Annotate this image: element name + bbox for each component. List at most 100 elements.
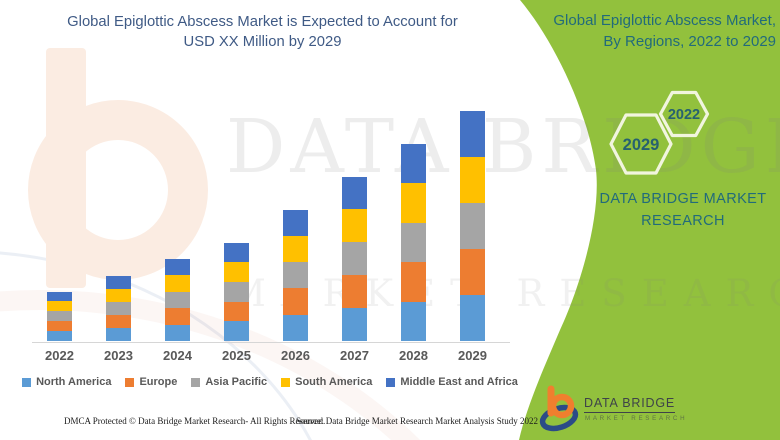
bar-segment [47, 321, 72, 332]
bar-segment [283, 235, 308, 263]
right-panel-title: Global Epiglottic Abscess Market, By Reg… [536, 11, 776, 52]
xaxis-label: 2027 [340, 348, 369, 363]
bar-slot [89, 111, 148, 341]
stacked-bar-2027 [342, 176, 367, 341]
bar-segment [460, 157, 485, 203]
bar-segment [460, 111, 485, 157]
xaxis-label: 2024 [163, 348, 192, 363]
logo-subtitle: MARKET RESEARCH [585, 415, 688, 422]
legend-swatch-icon [281, 377, 291, 387]
bar-segment [165, 308, 190, 325]
bar-segment [165, 324, 190, 341]
footer-source-text: Source: Data Bridge Market Research Mark… [296, 416, 538, 426]
legend-item: South America [281, 376, 372, 388]
watermark-text-line2: MARKET RESEARCH [228, 272, 780, 315]
bar-segment [342, 275, 367, 309]
legend-label: North America [36, 376, 112, 388]
bar-segment [342, 176, 367, 210]
bar-segment [401, 222, 426, 263]
bar-segment [401, 301, 426, 341]
bar-segment [342, 308, 367, 341]
bar-segment [460, 249, 485, 295]
hexagon-2022-icon [658, 90, 710, 138]
stacked-bar-2024 [165, 259, 190, 341]
chart-legend: North America Europe Asia Pacific South Ame… [12, 376, 528, 388]
xaxis-label: 2025 [222, 348, 251, 363]
bar-slot [325, 111, 384, 341]
hexagon-2029-icon [609, 113, 673, 175]
bar-segment [224, 262, 249, 282]
xaxis-label: 2023 [104, 348, 133, 363]
bar-segment [165, 275, 190, 292]
bar-segment [283, 314, 308, 341]
bar-slot [148, 111, 207, 341]
logo-orange-bowl-icon [549, 393, 575, 419]
watermark-text-line1: DATA BRIDGE [226, 104, 780, 190]
bar-segment [224, 301, 249, 322]
stacked-bar-2022 [47, 291, 72, 341]
bar-slot [266, 111, 325, 341]
legend-swatch-icon [191, 377, 201, 387]
xaxis-label: 2029 [458, 348, 487, 363]
bar-segment [47, 291, 72, 302]
legend-label: South America [295, 376, 373, 388]
legend-swatch-icon [125, 377, 135, 387]
xaxis-label: 2026 [281, 348, 310, 363]
legend-item: Middle East and Africa [386, 376, 518, 388]
bar-segment [165, 291, 190, 309]
hexagon-year-2029: 2029 [623, 136, 660, 154]
bar-segment [106, 275, 131, 289]
bars-row [30, 111, 502, 341]
legend-swatch-icon [22, 377, 32, 387]
bar-segment [401, 144, 426, 184]
green-diagonal-shape [519, 0, 780, 440]
bar-segment [224, 242, 249, 263]
bar-segment [460, 203, 485, 249]
stacked-bar-2025 [224, 242, 249, 341]
bar-segment [460, 295, 485, 341]
legend-label: Middle East and Africa [400, 376, 518, 388]
year-hexagons: 2022 2029 [609, 90, 710, 175]
bar-segment [106, 314, 131, 328]
legend-label: Asia Pacific [205, 376, 268, 388]
brand-wordmark: DATA BRIDGE MARKET RESEARCH [595, 188, 771, 232]
brand-wordmark-line2: RESEARCH [641, 213, 725, 229]
legend-swatch-icon [386, 377, 396, 387]
right-panel-title-line2: By Regions, 2022 to 2029 [603, 32, 776, 50]
bar-segment [47, 301, 72, 312]
hexagon-year-2022: 2022 [668, 107, 700, 123]
legend-item: North America [22, 376, 111, 388]
bar-segment [106, 301, 131, 315]
bar-segment [47, 311, 72, 322]
bar-slot [443, 111, 502, 341]
right-panel-title-line1: Global Epiglottic Abscess Market, [553, 12, 776, 29]
legend-label: Europe [139, 376, 178, 388]
bar-segment [283, 262, 308, 289]
stacked-bar-2029 [460, 111, 485, 341]
bar-segment [401, 262, 426, 302]
brand-wordmark-line1: DATA BRIDGE MARKET [599, 191, 767, 207]
chart-title-line2: USD XX Million by 2029 [183, 33, 342, 50]
legend-item: Europe [125, 376, 177, 388]
bar-slot [30, 111, 89, 341]
xaxis-labels: 2022 2023 2024 2025 2026 2027 2028 2029 [30, 348, 502, 363]
stacked-bar-chart: 2022 2023 2024 2025 2026 2027 2028 2029 North A… [12, 111, 528, 388]
bar-slot [207, 111, 266, 341]
bar-segment [165, 259, 190, 276]
footer-dmca-text: DMCA Protected © Data Bridge Market Rese… [64, 416, 326, 426]
logo-title: DATA BRIDGE [584, 396, 675, 413]
stacked-bar-2023 [106, 275, 131, 341]
bar-segment [283, 209, 308, 236]
bar-segment [106, 288, 131, 302]
bar-segment [224, 321, 249, 341]
bar-segment [224, 281, 249, 302]
legend-item: Asia Pacific [191, 376, 267, 388]
databridge-logo-icon [539, 385, 579, 432]
bar-segment [401, 183, 426, 223]
xaxis-label: 2028 [399, 348, 428, 363]
x-axis-line [32, 342, 510, 343]
bar-segment [283, 288, 308, 315]
bar-segment [342, 242, 367, 276]
